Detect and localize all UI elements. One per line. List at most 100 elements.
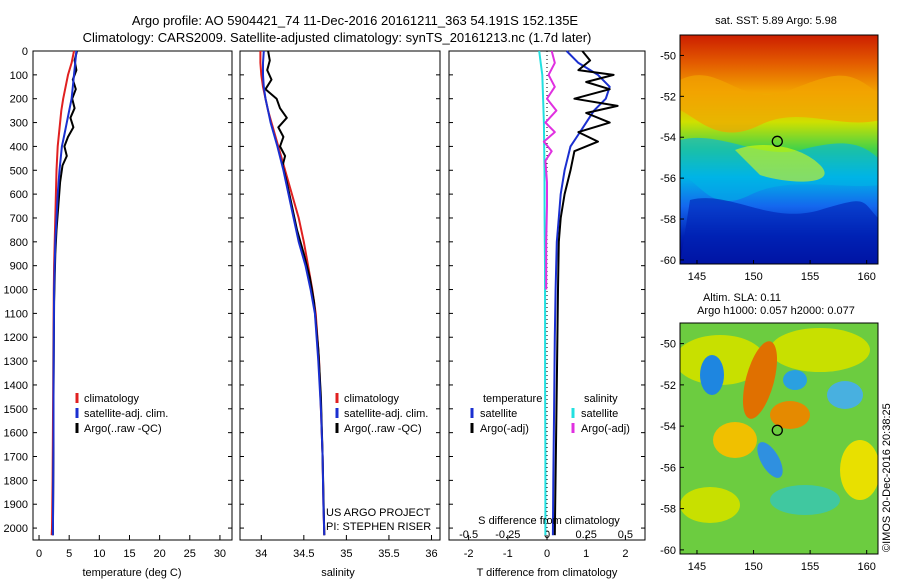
sla-map-title-line2: Argo h1000: 0.057 h2000: 0.077 (697, 305, 855, 317)
depth-tick-label: 900 (10, 261, 28, 273)
legend-item: climatology (344, 393, 400, 405)
map-x-tick-label: 150 (744, 271, 762, 283)
legend-item: satellite-adj. clim. (84, 408, 168, 420)
temperature-argo-line (553, 50, 619, 536)
sla-map-ticks: 145 150 155 160 -50 -52 -54 -56 -58 -60 (660, 339, 876, 573)
depth-tick-label: 0 (22, 46, 28, 58)
map-x-tick-label: 160 (858, 561, 876, 573)
map-y-tick-label: -58 (660, 214, 676, 226)
legend-item: Argo(..raw -QC) (344, 423, 422, 435)
depth-tick-label: 1200 (4, 332, 28, 344)
map-x-tick-label: 145 (688, 271, 706, 283)
map-x-tick-label: 155 (801, 271, 819, 283)
map-y-tick-label: -52 (660, 91, 676, 103)
project-note-line2: PI: STEPHEN RISER (326, 521, 431, 533)
legend-salinity-satellite: satellite (581, 408, 618, 420)
difference-xlabel: T difference from climatology (477, 567, 618, 579)
sla-argo-location-marker (771, 424, 783, 436)
salinity-xlabel: salinity (321, 567, 355, 579)
sst-map-title: sat. SST: 5.89 Argo: 5.98 (715, 15, 837, 27)
temperature-xlabel: temperature (deg C) (82, 567, 181, 579)
sst-map-ticks: 145 150 155 160 -50 -52 -54 -56 -58 -60 (660, 50, 876, 283)
map-y-tick-label: -54 (660, 421, 676, 433)
legend-item: satellite-adj. clim. (344, 408, 428, 420)
legend-title-temperature: temperature (483, 393, 542, 405)
depth-tick-label: 1600 (4, 428, 28, 440)
temperature-series-2 (51, 50, 78, 536)
x-tick-label: 35 (340, 548, 352, 560)
salinity-panel: 34 34.5 35 35.5 36 climatology satellite-adj. … (240, 50, 440, 560)
x-top-tick-label: -0.25 (495, 529, 520, 541)
map-y-tick-label: -54 (660, 132, 676, 144)
salinity-series-1 (262, 50, 326, 536)
x-tick-label: -1 (503, 548, 513, 560)
depth-tick-label: 100 (10, 70, 28, 82)
temperature-panel: 0 5 10 15 20 25 30 climatology satellite-adj. cl… (33, 50, 232, 560)
map-y-tick-label: -60 (660, 545, 676, 557)
x-tick-label: 34 (255, 548, 267, 560)
x-tick-label: 1 (583, 548, 589, 560)
depth-tick-label: 1700 (4, 452, 28, 464)
x-tick-label: 15 (123, 548, 135, 560)
legend-item: climatology (84, 393, 140, 405)
map-y-tick-label: -50 (660, 50, 676, 62)
project-note-line1: US ARGO PROJECT (326, 507, 431, 519)
x-top-tick-label: 0.5 (618, 529, 633, 541)
depth-axis: 0 100 200 300 400 500 600 700 800 900 1000 1100 1200… (4, 46, 28, 535)
x-top-tick-label: -0.5 (459, 529, 478, 541)
x-tick-label: 0 (544, 548, 550, 560)
map-x-tick-label: 160 (858, 271, 876, 283)
depth-tick-label: 800 (10, 237, 28, 249)
legend-salinity-argo: Argo(-adj) (581, 423, 630, 435)
depth-tick-label: 500 (10, 165, 28, 177)
salinity-satellite-line (538, 50, 547, 536)
map-y-tick-label: -56 (660, 173, 676, 185)
map-y-tick-label: -58 (660, 504, 676, 516)
sla-map-frame (679, 322, 879, 555)
x-tick-label: 34.5 (293, 548, 314, 560)
temperature-panel-frame (32, 50, 233, 541)
figure-title-line1: Argo profile: AO 5904421_74 11-Dec-2016 … (132, 13, 579, 28)
x-tick-label: 10 (93, 548, 105, 560)
depth-tick-label: 2000 (4, 523, 28, 535)
depth-tick-label: 700 (10, 213, 28, 225)
x-top-tick-label: 0.25 (575, 529, 596, 541)
x-tick-label: 0 (36, 548, 42, 560)
depth-tick-label: 1900 (4, 499, 28, 511)
map-y-tick-label: -52 (660, 380, 676, 392)
salinity-series-2 (264, 50, 326, 536)
depth-tick-label: 300 (10, 118, 28, 130)
salinity-panel-frame (239, 50, 441, 541)
depth-tick-label: 1800 (4, 475, 28, 487)
difference-panel: -2-1012-0.5-0.2500.250.5temperaturesalin… (449, 50, 645, 560)
x-tick-label: 25 (184, 548, 196, 560)
depth-tick-label: 600 (10, 189, 28, 201)
depth-tick-label: 400 (10, 141, 28, 153)
x-tick-label: 36 (425, 548, 437, 560)
depth-tick-label: 1300 (4, 356, 28, 368)
x-tick-label: 5 (66, 548, 72, 560)
legend-temperature-argo: Argo(-adj) (480, 423, 529, 435)
figure-title-line2: Climatology: CARS2009. Satellite-adjuste… (83, 30, 592, 45)
depth-tick-label: 1400 (4, 380, 28, 392)
map-y-tick-label: -50 (660, 339, 676, 351)
x-tick-label: 2 (622, 548, 628, 560)
map-y-tick-label: -56 (660, 462, 676, 474)
map-y-tick-label: -60 (660, 255, 676, 267)
depth-tick-label: 1000 (4, 285, 28, 297)
depth-tick-label: 1500 (4, 404, 28, 416)
temperature-series-1 (51, 50, 78, 536)
sst-map-frame (679, 34, 879, 265)
sst-argo-location-marker (771, 135, 783, 147)
map-x-tick-label: 145 (688, 561, 706, 573)
sla-map-title-line1: Altim. SLA: 0.11 (703, 292, 781, 304)
difference-xlabel-top: S difference from climatology (478, 515, 620, 527)
legend-title-salinity: salinity (584, 393, 618, 405)
map-x-tick-label: 150 (744, 561, 762, 573)
imos-stamp: ©IMOS 20-Dec-2016 20:38:25 (881, 403, 893, 552)
x-tick-label: 35.5 (378, 548, 399, 560)
legend-item: Argo(..raw -QC) (84, 423, 162, 435)
temperature-satellite-line (551, 50, 611, 536)
sst-heatmap (680, 35, 878, 264)
